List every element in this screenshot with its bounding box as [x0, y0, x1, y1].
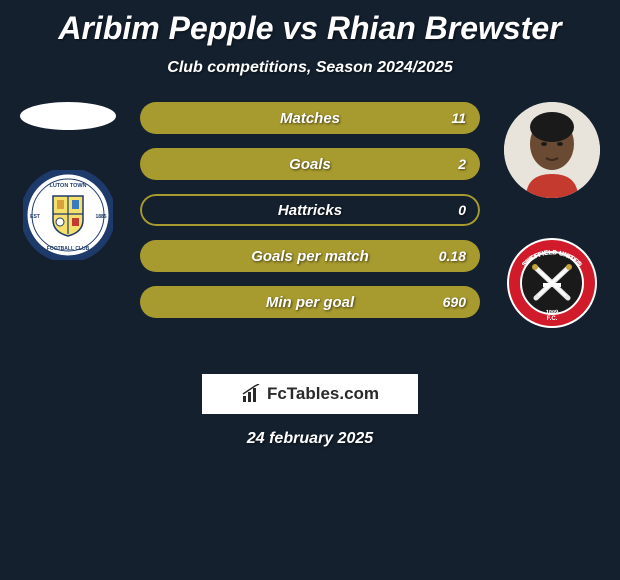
stat-value-right: 0.18 [439, 248, 466, 264]
subtitle: Club competitions, Season 2024/2025 [0, 59, 620, 77]
stat-bar-goals-per-match: Goals per match 0.18 [140, 240, 480, 272]
left-player-column: LUTON TOWN FOOTBALL CLUB EST 1885 [8, 102, 128, 260]
svg-text:EST: EST [30, 214, 40, 220]
stat-label: Goals per match [251, 248, 369, 265]
right-club-badge: SHEFFIELD UNITED SHEFFIELD UNITED 1889 F… [507, 238, 597, 328]
right-player-column: SHEFFIELD UNITED SHEFFIELD UNITED 1889 F… [492, 102, 612, 328]
chart-icon [241, 384, 263, 404]
stat-label: Min per goal [266, 294, 354, 311]
stat-value-right: 11 [451, 110, 466, 126]
svg-text:FOOTBALL CLUB: FOOTBALL CLUB [47, 246, 90, 252]
stat-bar-hattricks: Hattricks 0 [140, 194, 480, 226]
logo-text: FcTables.com [267, 384, 379, 404]
stat-label: Matches [280, 110, 340, 127]
stat-label: Hattricks [278, 202, 342, 219]
stat-bar-min-per-goal: Min per goal 690 [140, 286, 480, 318]
date-label: 24 february 2025 [0, 430, 620, 448]
page-title: Aribim Pepple vs Rhian Brewster [0, 0, 620, 47]
stat-value-right: 2 [458, 156, 466, 172]
stat-value-right: 690 [443, 294, 466, 310]
svg-text:1885: 1885 [95, 214, 106, 220]
stat-bar-goals: Goals 2 [140, 148, 480, 180]
stat-bars: Matches 11 Goals 2 Hattricks 0 Goals per match… [140, 102, 480, 318]
svg-text:LUTON TOWN: LUTON TOWN [49, 183, 86, 189]
right-player-photo [504, 102, 600, 198]
stat-value-right: 0 [458, 202, 466, 218]
stat-label: Goals [289, 156, 331, 173]
left-club-badge: LUTON TOWN FOOTBALL CLUB EST 1885 [23, 170, 113, 260]
stat-bar-matches: Matches 11 [140, 102, 480, 134]
fctables-logo: FcTables.com [202, 374, 418, 414]
left-player-photo [20, 102, 116, 130]
comparison-content: LUTON TOWN FOOTBALL CLUB EST 1885 [0, 102, 620, 352]
svg-text:F.C.: F.C. [547, 316, 558, 322]
